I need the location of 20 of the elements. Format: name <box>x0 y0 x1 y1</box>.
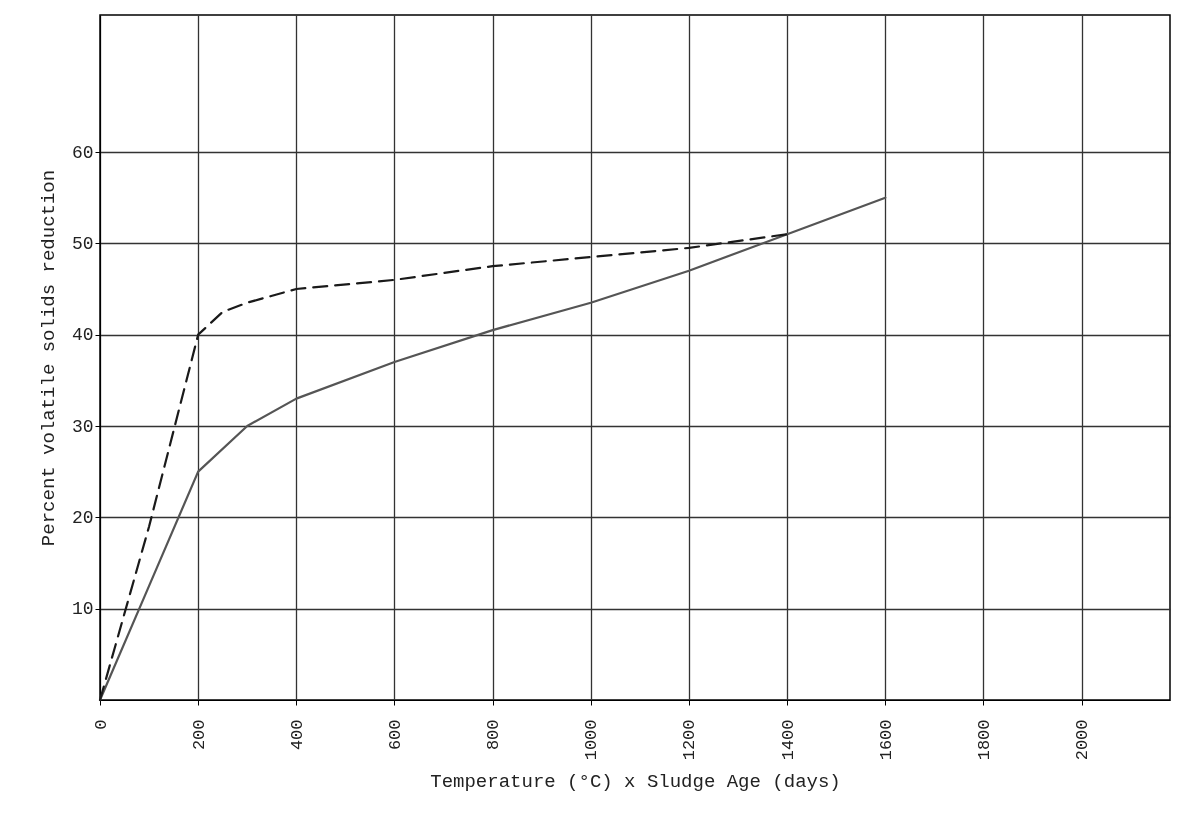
x-tick-label: 200 <box>189 719 209 751</box>
x-tick-label: 400 <box>287 719 307 751</box>
y-tick-label: 30 <box>71 416 94 437</box>
x-tick-label: 800 <box>484 719 504 751</box>
x-tick-label: 1200 <box>680 719 700 761</box>
x-tick-label: 0 <box>91 719 111 730</box>
x-tick-label: 2000 <box>1073 719 1093 761</box>
y-tick-label: 60 <box>71 142 94 163</box>
x-tick-label: 1800 <box>974 719 994 761</box>
y-tick-label: 20 <box>71 507 94 528</box>
x-tick-label: 1000 <box>582 719 602 761</box>
line-series <box>98 233 789 702</box>
y-axis-title: Percent volatile solids reduction <box>37 169 60 547</box>
y-tick-label: 40 <box>71 325 94 346</box>
x-tick-label: 1600 <box>876 719 896 761</box>
x-tick-label: 600 <box>386 719 405 751</box>
y-tick-label: 50 <box>71 233 94 254</box>
x-tick-label: 1400 <box>778 719 798 761</box>
y-tick-label: 10 <box>71 599 94 620</box>
x-axis-title: Temperature (°C) x Sludge Age (days) <box>430 771 841 794</box>
